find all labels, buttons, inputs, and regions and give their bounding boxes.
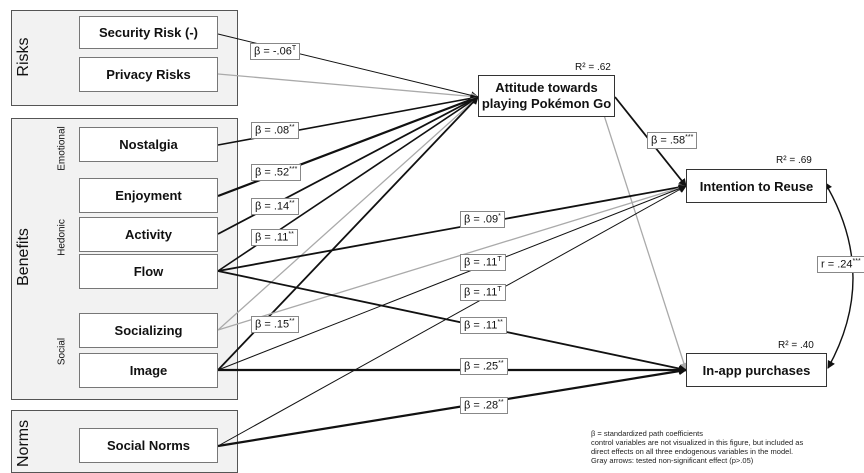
attitude-r2: R² = .62 xyxy=(575,62,611,73)
intention-box: Intention to Reuse xyxy=(686,169,827,203)
intention-r2: R² = .69 xyxy=(776,155,812,166)
nostalgia-box: Nostalgia xyxy=(79,127,218,162)
coef-image-inapp: β = .25** xyxy=(460,358,508,375)
privacy-risks-box: Privacy Risks xyxy=(79,57,218,92)
coef-image: β = .15** xyxy=(251,316,299,333)
footnote-line-1: β = standardized path coefficients xyxy=(591,429,703,438)
footnote-line-2: control variables are not visualized in … xyxy=(591,438,804,447)
security-risk-box: Security Risk (-) xyxy=(79,16,218,49)
inapp-r2: R² = .40 xyxy=(778,340,814,351)
coef-norms-inapp: β = .28** xyxy=(460,397,508,414)
attitude-line1: Attitude towards xyxy=(495,80,598,95)
arrow-enjoyment-attitude xyxy=(217,95,479,198)
coef-flow-intention: β = .09* xyxy=(460,211,505,228)
arrow-norms-intention xyxy=(217,185,687,447)
enjoyment-box: Enjoyment xyxy=(79,178,218,213)
footnote-line-3: direct effects on all three endogenous v… xyxy=(591,447,794,456)
arrow-image-intention xyxy=(217,184,687,371)
coef-correlation: r = .24*** xyxy=(817,256,864,273)
arrow-flow-inapp xyxy=(217,270,687,373)
arrow-socializing-intention xyxy=(217,184,687,331)
arrow-attitude-inapp xyxy=(602,111,688,371)
coef-activity: β = .14** xyxy=(251,198,299,215)
socializing-box: Socializing xyxy=(79,313,218,348)
flow-box: Flow xyxy=(79,254,218,289)
coef-image-intention: β = .11T xyxy=(460,284,506,301)
coef-flow-inapp: β = .11** xyxy=(460,317,507,334)
coef-flow: β = .11** xyxy=(251,229,298,246)
activity-box: Activity xyxy=(79,217,218,252)
arrow-socializing-attitude xyxy=(217,96,479,331)
coef-enjoyment: β = .52*** xyxy=(251,164,302,181)
correlation-arc xyxy=(824,181,854,369)
arrow-norms-inapp xyxy=(217,367,687,448)
arrow-flow-intention xyxy=(217,183,687,272)
arrow-privacy-attitude xyxy=(217,73,479,101)
coef-socializing-intention: β = .11T xyxy=(460,254,506,271)
attitude-line2: playing Pokémon Go xyxy=(481,96,612,111)
image-box: Image xyxy=(79,353,218,388)
coef-security: β = -.06T xyxy=(250,43,301,60)
coef-attitude-intention: β = .58*** xyxy=(647,132,698,149)
attitude-box: Attitude towards playing Pokémon Go xyxy=(478,75,615,117)
footnote-line-4: Gray arrows: tested non-significant effe… xyxy=(591,456,754,465)
footnote: β = standardized path coefficients contr… xyxy=(591,429,803,465)
inapp-box: In-app purchases xyxy=(686,353,827,387)
coef-nostalgia: β = .08** xyxy=(251,122,299,139)
social-norms-box: Social Norms xyxy=(79,428,218,463)
